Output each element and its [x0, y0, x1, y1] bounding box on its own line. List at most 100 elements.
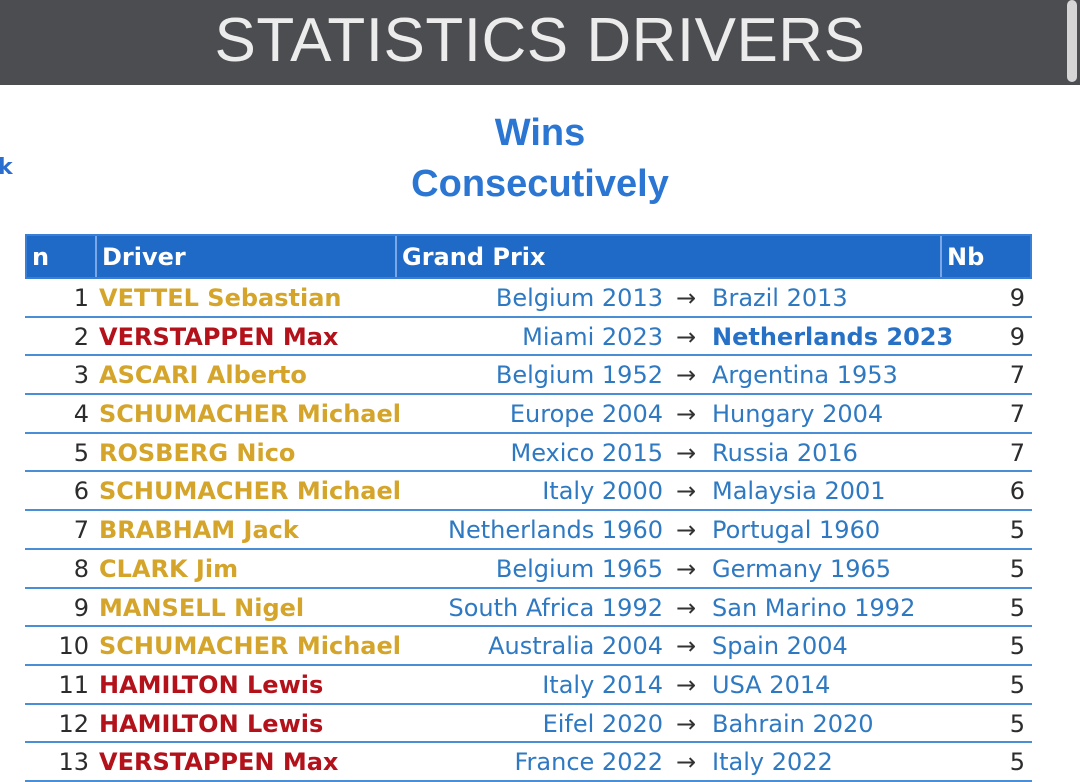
arrow-icon: → — [675, 438, 697, 467]
table-row: 13 VERSTAPPEN Max France 2022 → Italy 2022 5 — [25, 743, 1032, 782]
side-link-fragment[interactable]: k — [0, 155, 13, 180]
rank-cell: 2 — [73, 322, 89, 351]
column-header-nb[interactable]: Nb — [947, 243, 985, 271]
end-grand-prix-link[interactable]: Brazil 2013 — [712, 284, 848, 312]
arrow-icon: → — [675, 670, 697, 699]
driver-link[interactable]: SCHUMACHER Michael — [99, 632, 401, 661]
start-grand-prix-link[interactable]: Netherlands 1960 — [447, 516, 663, 545]
end-grand-prix-link[interactable]: Hungary 2004 — [712, 400, 884, 429]
rank-cell: 4 — [73, 400, 89, 429]
wins-count-cell: 7 — [1009, 438, 1025, 467]
column-header-n[interactable]: n — [27, 236, 97, 277]
driver-link[interactable]: ROSBERG Nico — [99, 438, 296, 467]
driver-link[interactable]: HAMILTON Lewis — [99, 670, 324, 699]
driver-link[interactable]: CLARK Jim — [99, 554, 239, 583]
start-grand-prix-link[interactable]: Italy 2000 — [542, 477, 663, 506]
end-grand-prix-link[interactable]: Malaysia 2001 — [712, 477, 886, 506]
table-row: 4 SCHUMACHER Michael Europe 2004 → Hungary 2… — [25, 395, 1032, 434]
end-grand-prix-link[interactable]: Italy 2022 — [712, 748, 833, 777]
driver-link[interactable]: VETTEL Sebastian — [99, 284, 342, 312]
wins-count-cell: 5 — [1009, 670, 1025, 699]
table-row: 5 ROSBERG Nico Mexico 2015 → Russia 2016 7 — [25, 434, 1032, 473]
end-grand-prix-link[interactable]: Bahrain 2020 — [712, 709, 874, 738]
rank-cell: 10 — [58, 632, 89, 661]
driver-link[interactable]: SCHUMACHER Michael — [99, 400, 401, 429]
arrow-icon: → — [675, 709, 697, 738]
wins-count-cell: 5 — [1009, 516, 1025, 545]
end-grand-prix-link[interactable]: San Marino 1992 — [712, 593, 916, 622]
wins-count-cell: 5 — [1009, 748, 1025, 777]
start-grand-prix-link[interactable]: Italy 2014 — [542, 670, 663, 699]
wins-count-cell: 6 — [1009, 477, 1025, 506]
table-row: 9 MANSELL Nigel South Africa 1992 → San Mari… — [25, 589, 1032, 628]
column-header-driver[interactable]: Driver — [97, 236, 397, 277]
end-grand-prix-link[interactable]: Germany 1965 — [712, 554, 892, 583]
wins-count-cell: 7 — [1009, 361, 1025, 390]
driver-link[interactable]: MANSELL Nigel — [99, 593, 305, 622]
rank-cell: 5 — [73, 438, 89, 467]
end-grand-prix-link[interactable]: Argentina 1953 — [712, 361, 898, 390]
arrow-icon: → — [675, 632, 697, 661]
driver-link[interactable]: ASCARI Alberto — [99, 361, 307, 390]
start-grand-prix-link[interactable]: South Africa 1992 — [448, 593, 663, 622]
start-grand-prix-link[interactable]: Belgium 1952 — [495, 361, 663, 390]
arrow-icon: → — [675, 477, 697, 506]
table-body: 1 VETTEL Sebastian Belgium 2013 → Brazil 201… — [25, 279, 1032, 782]
arrow-icon: → — [675, 554, 697, 583]
rank-cell: 13 — [58, 748, 89, 777]
arrow-icon: → — [675, 322, 697, 351]
start-grand-prix-link[interactable]: Eifel 2020 — [542, 709, 663, 738]
wins-count-cell: 5 — [1009, 554, 1025, 583]
rank-cell: 8 — [73, 554, 89, 583]
driver-link[interactable]: SCHUMACHER Michael — [99, 477, 401, 506]
wins-count-cell: 7 — [1009, 400, 1025, 429]
driver-link[interactable]: BRABHAM Jack — [99, 516, 299, 545]
end-grand-prix-link[interactable]: Russia 2016 — [712, 438, 858, 467]
arrow-icon: → — [675, 516, 697, 545]
end-grand-prix-link[interactable]: Portugal 1960 — [712, 516, 881, 545]
table-row: 11 HAMILTON Lewis Italy 2014 → USA 2014 5 — [25, 666, 1032, 705]
arrow-icon: → — [675, 593, 697, 622]
start-grand-prix-link[interactable]: Europe 2004 — [509, 400, 663, 429]
arrow-icon: → — [675, 400, 697, 429]
page-title: STATISTICS DRIVERS — [214, 6, 866, 75]
start-grand-prix-link[interactable]: Mexico 2015 — [510, 438, 663, 467]
wins-count-cell: 9 — [1009, 322, 1025, 351]
table-header: n Driver Grand Prix Nb — [25, 234, 1032, 279]
table-row: 7 BRABHAM Jack Netherlands 1960 → Portugal 1… — [25, 511, 1032, 550]
rank-cell: 6 — [73, 477, 89, 506]
arrow-icon: → — [675, 284, 697, 312]
start-grand-prix-link[interactable]: Belgium 1965 — [495, 554, 663, 583]
section-heading-consecutively: Consecutively — [411, 163, 669, 205]
rank-cell: 11 — [58, 670, 89, 699]
driver-link[interactable]: VERSTAPPEN Max — [99, 322, 339, 351]
arrow-icon: → — [675, 748, 697, 777]
column-header-grand-prix[interactable]: Grand Prix — [397, 236, 942, 277]
end-grand-prix-link[interactable]: Netherlands 2023 — [712, 322, 954, 351]
start-grand-prix-link[interactable]: Miami 2023 — [522, 322, 663, 351]
wins-table: n Driver Grand Prix Nb 1 VETTEL Sebastian… — [25, 234, 1032, 782]
title-bar: STATISTICS DRIVERS — [0, 0, 1080, 85]
table-row: 3 ASCARI Alberto Belgium 1952 → Argentina 19… — [25, 356, 1032, 396]
start-grand-prix-link[interactable]: France 2022 — [514, 748, 663, 777]
driver-link[interactable]: HAMILTON Lewis — [99, 709, 324, 738]
rank-cell: 3 — [73, 361, 89, 390]
start-grand-prix-link[interactable]: Belgium 2013 — [495, 284, 663, 312]
wins-count-cell: 9 — [1009, 284, 1025, 312]
end-grand-prix-link[interactable]: USA 2014 — [712, 670, 831, 699]
table-row: 1 VETTEL Sebastian Belgium 2013 → Brazil 201… — [25, 279, 1032, 318]
start-grand-prix-link[interactable]: Australia 2004 — [488, 632, 663, 661]
rank-cell: 1 — [73, 284, 89, 312]
rank-cell: 9 — [73, 593, 89, 622]
driver-link[interactable]: VERSTAPPEN Max — [99, 748, 339, 777]
wins-count-cell: 5 — [1009, 709, 1025, 738]
rank-cell: 12 — [58, 709, 89, 738]
end-grand-prix-link[interactable]: Spain 2004 — [712, 632, 848, 661]
wins-count-cell: 5 — [1009, 593, 1025, 622]
table-row: 10 SCHUMACHER Michael Australia 2004 → Spain… — [25, 627, 1032, 666]
section-heading-wins: Wins — [494, 112, 586, 154]
scrollbar[interactable] — [1067, 0, 1077, 82]
arrow-icon: → — [675, 361, 697, 390]
table-row: 12 HAMILTON Lewis Eifel 2020 → Bahrain 2020 5 — [25, 705, 1032, 744]
wins-count-cell: 5 — [1009, 632, 1025, 661]
